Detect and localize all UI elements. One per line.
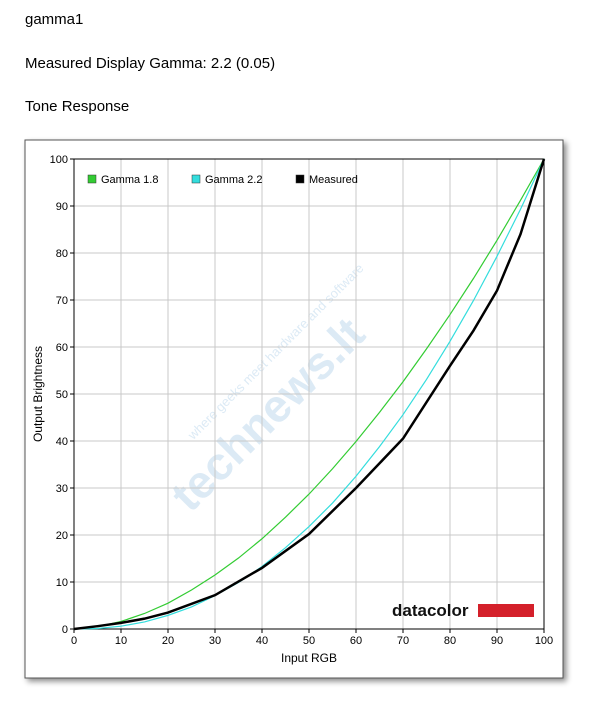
x-tick-label: 90 <box>491 635 503 647</box>
x-tick-label: 100 <box>535 635 553 647</box>
section-title: Tone Response <box>25 98 129 115</box>
y-tick-label: 70 <box>56 295 68 307</box>
legend-swatch <box>295 174 305 184</box>
logo-bar <box>478 604 534 617</box>
x-tick-label: 70 <box>397 635 409 647</box>
logo-text: datacolor <box>392 601 469 620</box>
page-title: gamma1 <box>25 11 83 28</box>
y-tick-label: 90 <box>56 201 68 213</box>
series-line <box>73 158 545 630</box>
y-tick-label: 80 <box>56 248 68 260</box>
series-line <box>73 158 546 631</box>
x-tick-label: 30 <box>209 635 221 647</box>
x-axis-label: Input RGB <box>281 651 337 665</box>
legend-swatch <box>87 174 97 184</box>
x-tick-label: 20 <box>162 635 174 647</box>
x-tick-label: 0 <box>71 635 77 647</box>
x-tick-label: 50 <box>303 635 315 647</box>
legend-label: Gamma 2.2 <box>205 174 262 186</box>
y-tick-label: 30 <box>56 483 68 495</box>
x-tick-label: 80 <box>444 635 456 647</box>
x-tick-label: 60 <box>350 635 362 647</box>
y-tick-label: 100 <box>50 154 68 166</box>
legend-label: Measured <box>309 174 358 186</box>
plot-border <box>73 158 545 630</box>
y-tick-label: 60 <box>56 342 68 354</box>
legend-swatch <box>191 174 201 184</box>
y-axis-label: Output Brightness <box>31 346 45 442</box>
x-tick-label: 40 <box>256 635 268 647</box>
y-tick-label: 20 <box>56 530 68 542</box>
y-tick-label: 40 <box>56 436 68 448</box>
legend-label: Gamma 1.8 <box>101 174 158 186</box>
measured-gamma: Measured Display Gamma: 2.2 (0.05) <box>25 55 275 72</box>
y-tick-label: 50 <box>56 389 68 401</box>
series-line <box>73 158 545 630</box>
x-tick-label: 10 <box>115 635 127 647</box>
y-tick-label: 10 <box>56 577 68 589</box>
y-tick-label: 0 <box>62 624 68 636</box>
chart-frame <box>24 139 564 679</box>
